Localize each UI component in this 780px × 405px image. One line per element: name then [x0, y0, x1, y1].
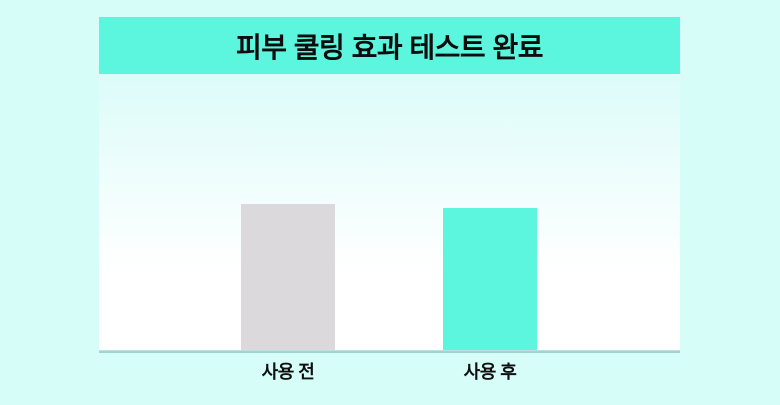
chart-title: 피부 쿨링 효과 테스트 완료: [236, 31, 543, 63]
chart-panel: [99, 74, 680, 353]
x-axis-labels: 사용 전 사용 후: [99, 358, 680, 384]
title-banner: 피부 쿨링 효과 테스트 완료: [99, 17, 680, 74]
bar-before-use: [241, 203, 335, 350]
x-label-before-use: 사용 전: [261, 362, 315, 382]
bar-after-use: [443, 207, 537, 350]
plot-area: [99, 74, 680, 350]
x-axis-line: [99, 350, 680, 353]
x-label-after-use: 사용 후: [463, 362, 517, 382]
